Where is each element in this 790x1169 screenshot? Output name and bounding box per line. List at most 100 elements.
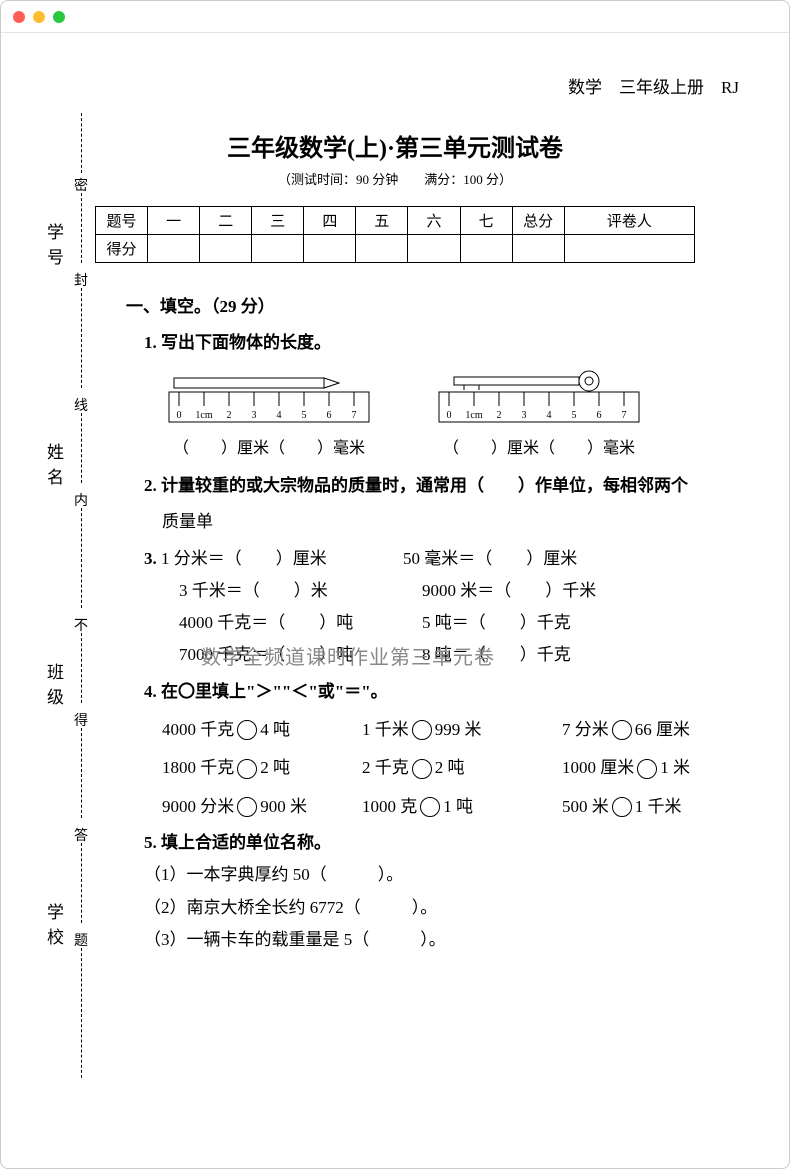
side-label-school: 学校 [41,903,66,953]
svg-text:6: 6 [597,410,602,421]
q4-head: 4. 在〇里填上"＞""＜"或"＝"。 [144,682,388,701]
svg-text:7: 7 [622,410,627,421]
cmp-item: 1000 克1 吨 [362,791,542,823]
td: 得分 [96,235,148,263]
td [200,235,252,263]
pencil-ruler-icon: 01cm2 345 67 [164,370,374,430]
window-frame: 密 学号 封 线 姓名 内 不 班级 得 答 学校 题 数学 三年级上册 RJ … [0,0,790,1169]
margin-line [81,728,82,818]
margin-line [81,413,82,483]
titlebar [1,1,789,33]
circle-blank [412,759,432,779]
conv-left: 4000 千克＝（ ）吨 [162,607,422,639]
td [252,235,304,263]
q2b: 质量单 [162,506,759,538]
th: 六 [408,207,460,235]
cmp-item: 500 米1 千米 [562,791,742,823]
margin-line [81,633,82,703]
minimize-icon[interactable] [33,11,45,23]
q5-head: 5. 填上合适的单位名称。 [144,833,331,852]
q5-item: （3）一辆卡车的载重量是 5（ ）。 [144,924,759,956]
td [512,235,564,263]
conv-right: 5 吨＝（ ）千克 [422,607,682,639]
watermark: 数学全频道课时作业第三单元卷 [201,641,495,670]
th: 五 [356,207,408,235]
cmp-item: 9000 分米900 米 [162,791,342,823]
svg-text:0: 0 [447,410,452,421]
page: 密 学号 封 线 姓名 内 不 班级 得 答 学校 题 数学 三年级上册 RJ … [1,33,789,1168]
svg-text:5: 5 [302,410,307,421]
side-label-id: 学号 [41,223,66,273]
ruler-pencil: 01cm2 345 67 （ ）厘米（ ）毫米 [164,370,374,464]
close-icon[interactable] [13,11,25,23]
th: 七 [460,207,512,235]
circle-blank [420,797,440,817]
key-ruler-icon: 01cm2 345 67 [434,370,644,430]
q1-text: 1. 写出下面物体的长度。 [144,333,331,352]
cmp-row: 1800 千克2 吨2 千克2 吨1000 厘米1 米 [162,752,759,784]
circle-blank [612,797,632,817]
circle-blank [237,759,257,779]
ruler-caption-b: （ ）厘米（ ）毫米 [434,434,644,464]
th: 二 [200,207,252,235]
svg-text:4: 4 [277,410,282,421]
th: 评卷人 [564,207,694,235]
side-label-class: 班级 [41,663,66,713]
circle-blank [237,720,257,740]
svg-text:2: 2 [497,410,502,421]
content: 一、填空。（29 分） 1. 写出下面物体的长度。 [126,291,759,956]
conv-left: 3 千米＝（ ）米 [162,575,422,607]
th: 总分 [512,207,564,235]
maximize-icon[interactable] [53,11,65,23]
q1: 1. 写出下面物体的长度。 [144,327,759,464]
svg-text:1cm: 1cm [195,410,212,421]
cmp-item: 1000 厘米1 米 [562,752,742,784]
q3: 3. 1 分米＝（ ）厘米50 毫米＝（ ）厘米 [144,543,759,575]
circle-blank [637,759,657,779]
main-title: 三年级数学(上)·第三单元测试卷 [31,128,759,163]
cmp-row: 9000 分米900 米 1000 克1 吨 500 米1 千米 [162,791,759,823]
td [408,235,460,263]
conv-row: 3 千米＝（ ）米9000 米＝（ ）千米 [162,575,759,607]
circle-blank [412,720,432,740]
ruler-key: 01cm2 345 67 （ ）厘米（ ）毫米 [434,370,644,464]
th: 题号 [96,207,148,235]
conv-row: 4000 千克＝（ ）吨5 吨＝（ ）千克 [162,607,759,639]
binding-margin: 密 学号 封 线 姓名 内 不 班级 得 答 学校 题 [41,113,101,1128]
margin-line [81,113,82,173]
q5-item: （2）南京大桥全长约 6772（ ）。 [144,892,759,924]
th: 一 [148,207,200,235]
th: 四 [304,207,356,235]
margin-line [81,193,82,263]
ruler-caption-a: （ ）厘米（ ）毫米 [164,434,374,464]
header-right: 数学 三年级上册 RJ [31,73,759,98]
svg-text:3: 3 [522,410,527,421]
svg-text:1cm: 1cm [465,410,482,421]
cmp-item: 7 分米66 厘米 [562,714,742,746]
section-head: 一、填空。（29 分） [126,291,759,323]
q5-item: （1）一本字典厚约 50（ ）。 [144,859,759,891]
svg-text:7: 7 [352,410,357,421]
cmp-row: 4000 千克4 吨1 千米999 米7 分米66 厘米 [162,714,759,746]
title-block: 三年级数学(上)·第三单元测试卷 （测试时间：90 分钟 满分：100 分） [31,128,759,188]
side-label-name: 姓名 [41,443,66,493]
svg-text:6: 6 [327,410,332,421]
cmp-item: 1 千米999 米 [362,714,542,746]
margin-line [81,508,82,608]
circle-blank [237,797,257,817]
svg-text:4: 4 [547,410,552,421]
svg-text:0: 0 [177,410,182,421]
margin-line [81,948,82,1078]
q2-text: 2. 计量较重的或大宗物品的质量时，通常用（ ）作单位，每相邻两个 [144,476,688,495]
td [356,235,408,263]
score-table: 题号 一 二 三 四 五 六 七 总分 评卷人 得分 [95,206,695,263]
table-row: 得分 [96,235,695,263]
td [148,235,200,263]
margin-line [81,843,82,923]
q5: 5. 填上合适的单位名称。 [144,827,759,859]
subtitle: （测试时间：90 分钟 满分：100 分） [31,169,759,188]
cmp-item: 1800 千克2 吨 [162,752,342,784]
svg-text:3: 3 [252,410,257,421]
td [564,235,694,263]
conv-right: 9000 米＝（ ）千米 [422,575,682,607]
